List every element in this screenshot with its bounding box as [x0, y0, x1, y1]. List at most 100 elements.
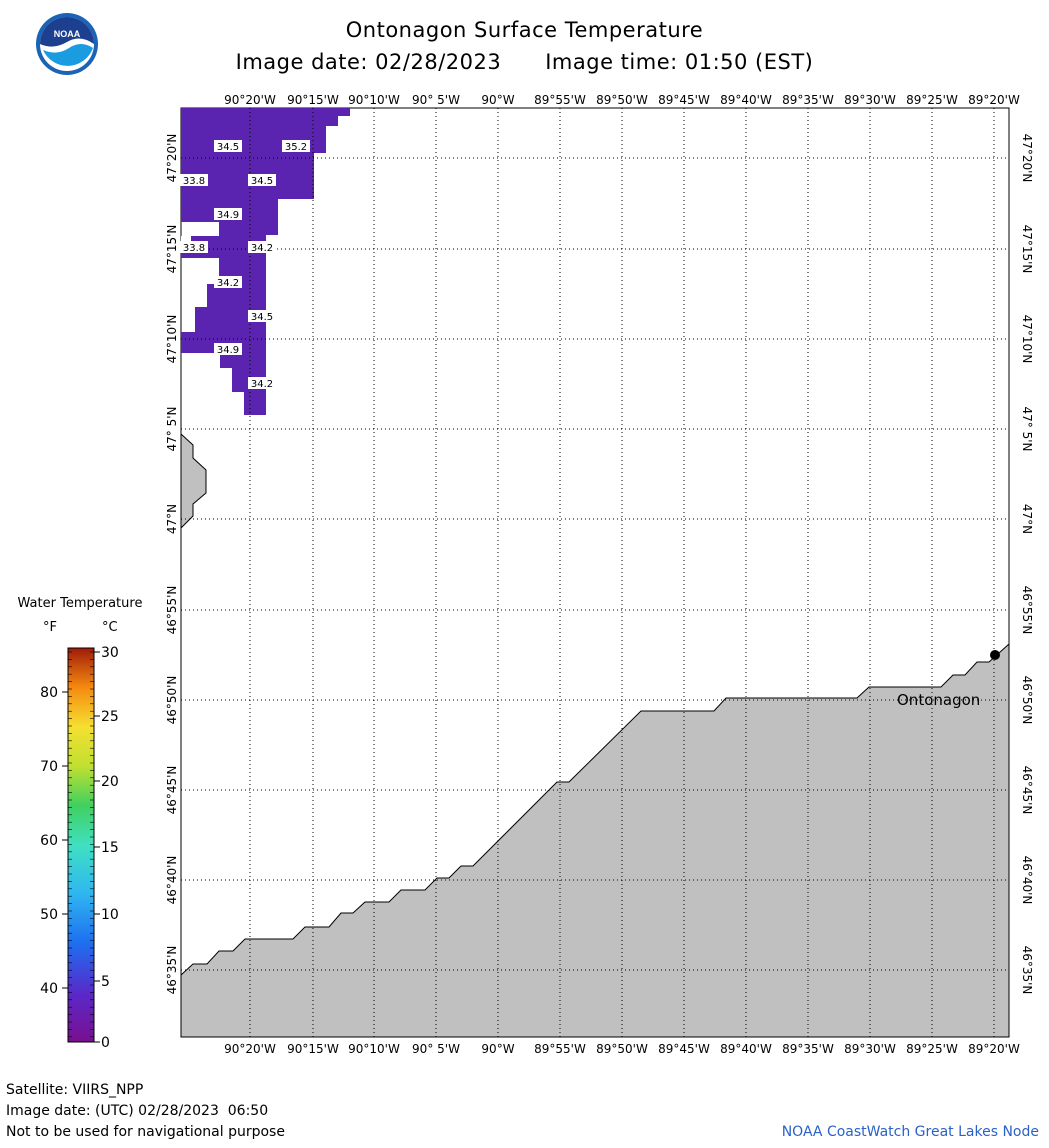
lon-label-bottom: 89°45'W: [658, 1042, 710, 1056]
lon-label-bottom: 90°W: [481, 1042, 514, 1056]
lat-label-left: 47° 5'N: [165, 407, 179, 452]
legend-tick-c: 20: [101, 774, 119, 790]
temp-label: 34.2: [251, 243, 273, 254]
place-label-ontonagon: Ontonagon: [897, 691, 980, 709]
temp-label-bg: [214, 343, 242, 355]
temp-label: 33.8: [183, 176, 205, 187]
legend-unit-c: °C: [102, 620, 118, 635]
legend-tick-f: 40: [40, 981, 58, 997]
lat-label-right: 46°45'N: [1020, 766, 1034, 815]
temp-label: 34.2: [217, 278, 239, 289]
lat-label-right: 47°10'N: [1020, 315, 1034, 364]
lon-label-top: 90°15'W: [287, 93, 339, 107]
image-date: Image date: 02/28/2023: [235, 50, 502, 74]
longitude-labels-top: 90°20'W 90°15'W 90°10'W 90° 5'W 90°W 89°55'W 8…: [224, 93, 1020, 107]
noaa-logo-icon: NOAA: [36, 13, 98, 75]
legend-colorbar: [67, 647, 95, 1043]
legend-tick-f: 50: [40, 907, 58, 923]
lon-label-top: 89°25'W: [906, 93, 958, 107]
lon-label-top: 90°W: [481, 93, 514, 107]
lat-label-right: 47°20'N: [1020, 134, 1034, 183]
legend-tick-f: 60: [40, 833, 58, 849]
lat-label-left: 46°45'N: [165, 766, 179, 815]
legend-unit-f: °F: [43, 620, 57, 635]
lat-label-right: 46°55'N: [1020, 586, 1034, 635]
latitude-labels-left: 47°20'N 47°15'N 47°10'N 47° 5'N 47°N 46°55'N 4…: [165, 134, 179, 995]
lat-label-right: 47°15'N: [1020, 225, 1034, 274]
legend-title: Water Temperature: [17, 596, 143, 611]
noaa-logo-text: NOAA: [54, 29, 81, 39]
temp-label: 34.2: [251, 379, 273, 390]
lon-label-bottom: 89°20'W: [968, 1042, 1020, 1056]
lon-label-top: 90° 5'W: [412, 93, 460, 107]
latitude-labels-right: 47°20'N 47°15'N 47°10'N 47° 5'N 47°N 46°55'N 4…: [1020, 134, 1034, 995]
temp-label: 33.8: [183, 243, 205, 254]
longitude-labels-bottom: 90°20'W 90°15'W 90°10'W 90° 5'W 90°W 89°55'W 8…: [224, 1042, 1020, 1056]
temp-label-bg: [248, 241, 276, 253]
temp-label: 35.2: [285, 142, 307, 153]
lat-label-left: 46°40'N: [165, 856, 179, 905]
lon-label-bottom: 89°55'W: [534, 1042, 586, 1056]
land-west: [180, 432, 207, 530]
legend-tick-c: 15: [101, 840, 119, 856]
lat-label-right: 46°40'N: [1020, 856, 1034, 905]
lon-label-top: 89°45'W: [658, 93, 710, 107]
lon-label-top: 89°35'W: [782, 93, 834, 107]
disclaimer: Not to be used for navigational purpose: [6, 1124, 285, 1140]
temp-label: 34.9: [217, 210, 239, 221]
lat-label-left: 47°10'N: [165, 315, 179, 364]
lon-label-bottom: 89°35'W: [782, 1042, 834, 1056]
map-subtitle: Image date: 02/28/2023 Image time: 01:50 …: [0, 50, 1049, 74]
legend-tick-c: 25: [101, 709, 119, 725]
utc-date: Image date: (UTC) 02/28/2023 06:50: [6, 1103, 269, 1119]
legend-tick-c: 30: [101, 645, 119, 661]
lat-label-right: 46°35'N: [1020, 946, 1034, 995]
image-time: Image time: 01:50 (EST): [545, 50, 814, 74]
credit-link[interactable]: NOAA CoastWatch Great Lakes Node: [781, 1124, 1039, 1140]
lon-label-bottom: 89°50'W: [596, 1042, 648, 1056]
lat-label-left: 46°35'N: [165, 946, 179, 995]
legend-tick-c: 5: [101, 974, 110, 990]
lon-label-bottom: 90°20'W: [224, 1042, 276, 1056]
legend-tick-c: 10: [101, 907, 119, 923]
temp-label-bg: [248, 310, 276, 322]
lon-label-top: 89°55'W: [534, 93, 586, 107]
temp-label-bg: [214, 208, 242, 220]
lat-label-left: 47°N: [165, 504, 179, 534]
lon-label-top: 89°30'W: [844, 93, 896, 107]
ontonagon-marker: [990, 650, 1000, 660]
water-temp-data: [181, 108, 350, 415]
lat-label-left: 46°50'N: [165, 676, 179, 725]
lat-label-right: 47°N: [1020, 504, 1034, 534]
temp-label: 34.5: [251, 312, 273, 323]
temp-label-bg: [248, 174, 276, 186]
lat-label-right: 47° 5'N: [1020, 407, 1034, 452]
temp-label-bg: [214, 276, 242, 288]
temp-label-bg: [248, 377, 276, 389]
lon-label-top: 90°20'W: [224, 93, 276, 107]
lon-label-bottom: 90°10'W: [348, 1042, 400, 1056]
lon-label-bottom: 89°25'W: [906, 1042, 958, 1056]
legend-tick-f: 70: [40, 759, 58, 775]
lon-label-top: 89°20'W: [968, 93, 1020, 107]
lon-label-bottom: 90°15'W: [287, 1042, 339, 1056]
temp-label: 34.5: [251, 176, 273, 187]
lat-label-left: 47°15'N: [165, 225, 179, 274]
lat-label-left: 46°55'N: [165, 586, 179, 635]
lon-label-bottom: 89°30'W: [844, 1042, 896, 1056]
lon-label-top: 89°40'W: [720, 93, 772, 107]
satellite-name: Satellite: VIIRS_NPP: [6, 1082, 144, 1098]
lat-label-right: 46°50'N: [1020, 676, 1034, 725]
temp-label-bg: [214, 140, 242, 152]
temp-label-bg: [180, 241, 208, 253]
land-south-shore: [180, 642, 1010, 1038]
temp-label: 34.9: [217, 345, 239, 356]
map-grid: [181, 108, 1009, 1037]
temp-label-bg: [282, 140, 310, 152]
temp-label: 34.5: [217, 142, 239, 153]
lon-label-top: 89°50'W: [596, 93, 648, 107]
lat-label-left: 47°20'N: [165, 134, 179, 183]
lon-label-bottom: 90° 5'W: [412, 1042, 460, 1056]
